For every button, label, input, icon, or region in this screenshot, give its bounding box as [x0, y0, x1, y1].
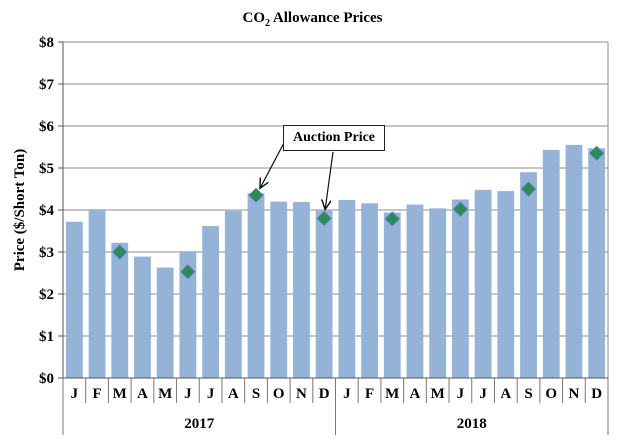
price-bar: [111, 242, 129, 378]
price-bar: [565, 144, 583, 378]
year-label: 2017: [184, 416, 215, 432]
y-tick-label: $1: [39, 329, 54, 345]
price-bar: [134, 256, 151, 378]
price-bar: [361, 203, 378, 378]
month-label: S: [524, 386, 532, 402]
callout-arrow: [260, 140, 286, 188]
price-bar: [179, 251, 197, 378]
price-bar: [338, 199, 356, 378]
price-bar: [88, 209, 106, 378]
month-label: J: [457, 386, 465, 402]
chart-title: CO2 Allowance Prices: [242, 10, 383, 29]
y-tick-label: $3: [39, 245, 54, 261]
month-label: M: [113, 386, 127, 402]
month-label: J: [207, 386, 215, 402]
price-bar: [270, 201, 288, 378]
month-label: J: [71, 386, 79, 402]
month-label: J: [184, 386, 192, 402]
price-bar: [247, 193, 265, 378]
price-bar: [383, 212, 401, 378]
price-bar: [497, 191, 515, 378]
price-bar: [156, 267, 174, 378]
month-label: N: [296, 386, 307, 402]
y-tick-label: $0: [39, 371, 54, 387]
auction-price-callout: Auction Price: [283, 125, 385, 151]
price-bar: [406, 204, 424, 378]
price-bar: [451, 199, 469, 378]
price-bar: [293, 202, 310, 378]
price-bar: [429, 208, 447, 378]
auction-price-marker: [248, 187, 264, 203]
y-tick-label: $5: [39, 161, 54, 177]
price-bar: [202, 225, 220, 378]
auction-price-marker: [180, 264, 196, 280]
month-label: N: [569, 386, 580, 402]
month-label: D: [591, 386, 602, 402]
callout-arrow: [325, 151, 334, 209]
price-bar: [542, 149, 560, 378]
month-label: S: [252, 386, 260, 402]
y-axis-label: Price ($/Short Ton): [12, 149, 28, 272]
price-bar: [474, 189, 492, 378]
auction-price-marker: [452, 201, 468, 217]
y-tick-label: $7: [39, 77, 55, 93]
y-tick-label: $6: [39, 119, 55, 135]
month-label: A: [410, 386, 421, 402]
month-label: J: [343, 386, 351, 402]
auction-price-marker: [520, 181, 537, 197]
price-bar: [65, 221, 83, 378]
auction-price-marker: [384, 211, 400, 227]
month-label: J: [479, 386, 487, 402]
price-bar: [520, 172, 537, 378]
y-tick-label: $2: [39, 287, 54, 303]
month-label: M: [158, 386, 172, 402]
month-label: D: [319, 386, 330, 402]
price-bar: [315, 210, 333, 378]
month-label: O: [273, 386, 285, 402]
auction-price-marker: [589, 145, 605, 161]
month-label: A: [228, 386, 239, 402]
month-label: F: [365, 386, 374, 402]
year-label: 2018: [457, 416, 487, 432]
month-label: A: [137, 386, 148, 402]
price-bar: [224, 210, 242, 378]
month-label: F: [92, 386, 101, 402]
y-tick-label: $4: [39, 203, 55, 219]
auction-price-marker: [112, 244, 128, 260]
auction-price-marker: [316, 210, 332, 226]
y-tick-label: $8: [39, 35, 54, 51]
month-label: O: [545, 386, 557, 402]
price-bar: [588, 148, 606, 378]
month-label: M: [385, 386, 399, 402]
month-label: M: [431, 386, 445, 402]
month-label: A: [500, 386, 511, 402]
